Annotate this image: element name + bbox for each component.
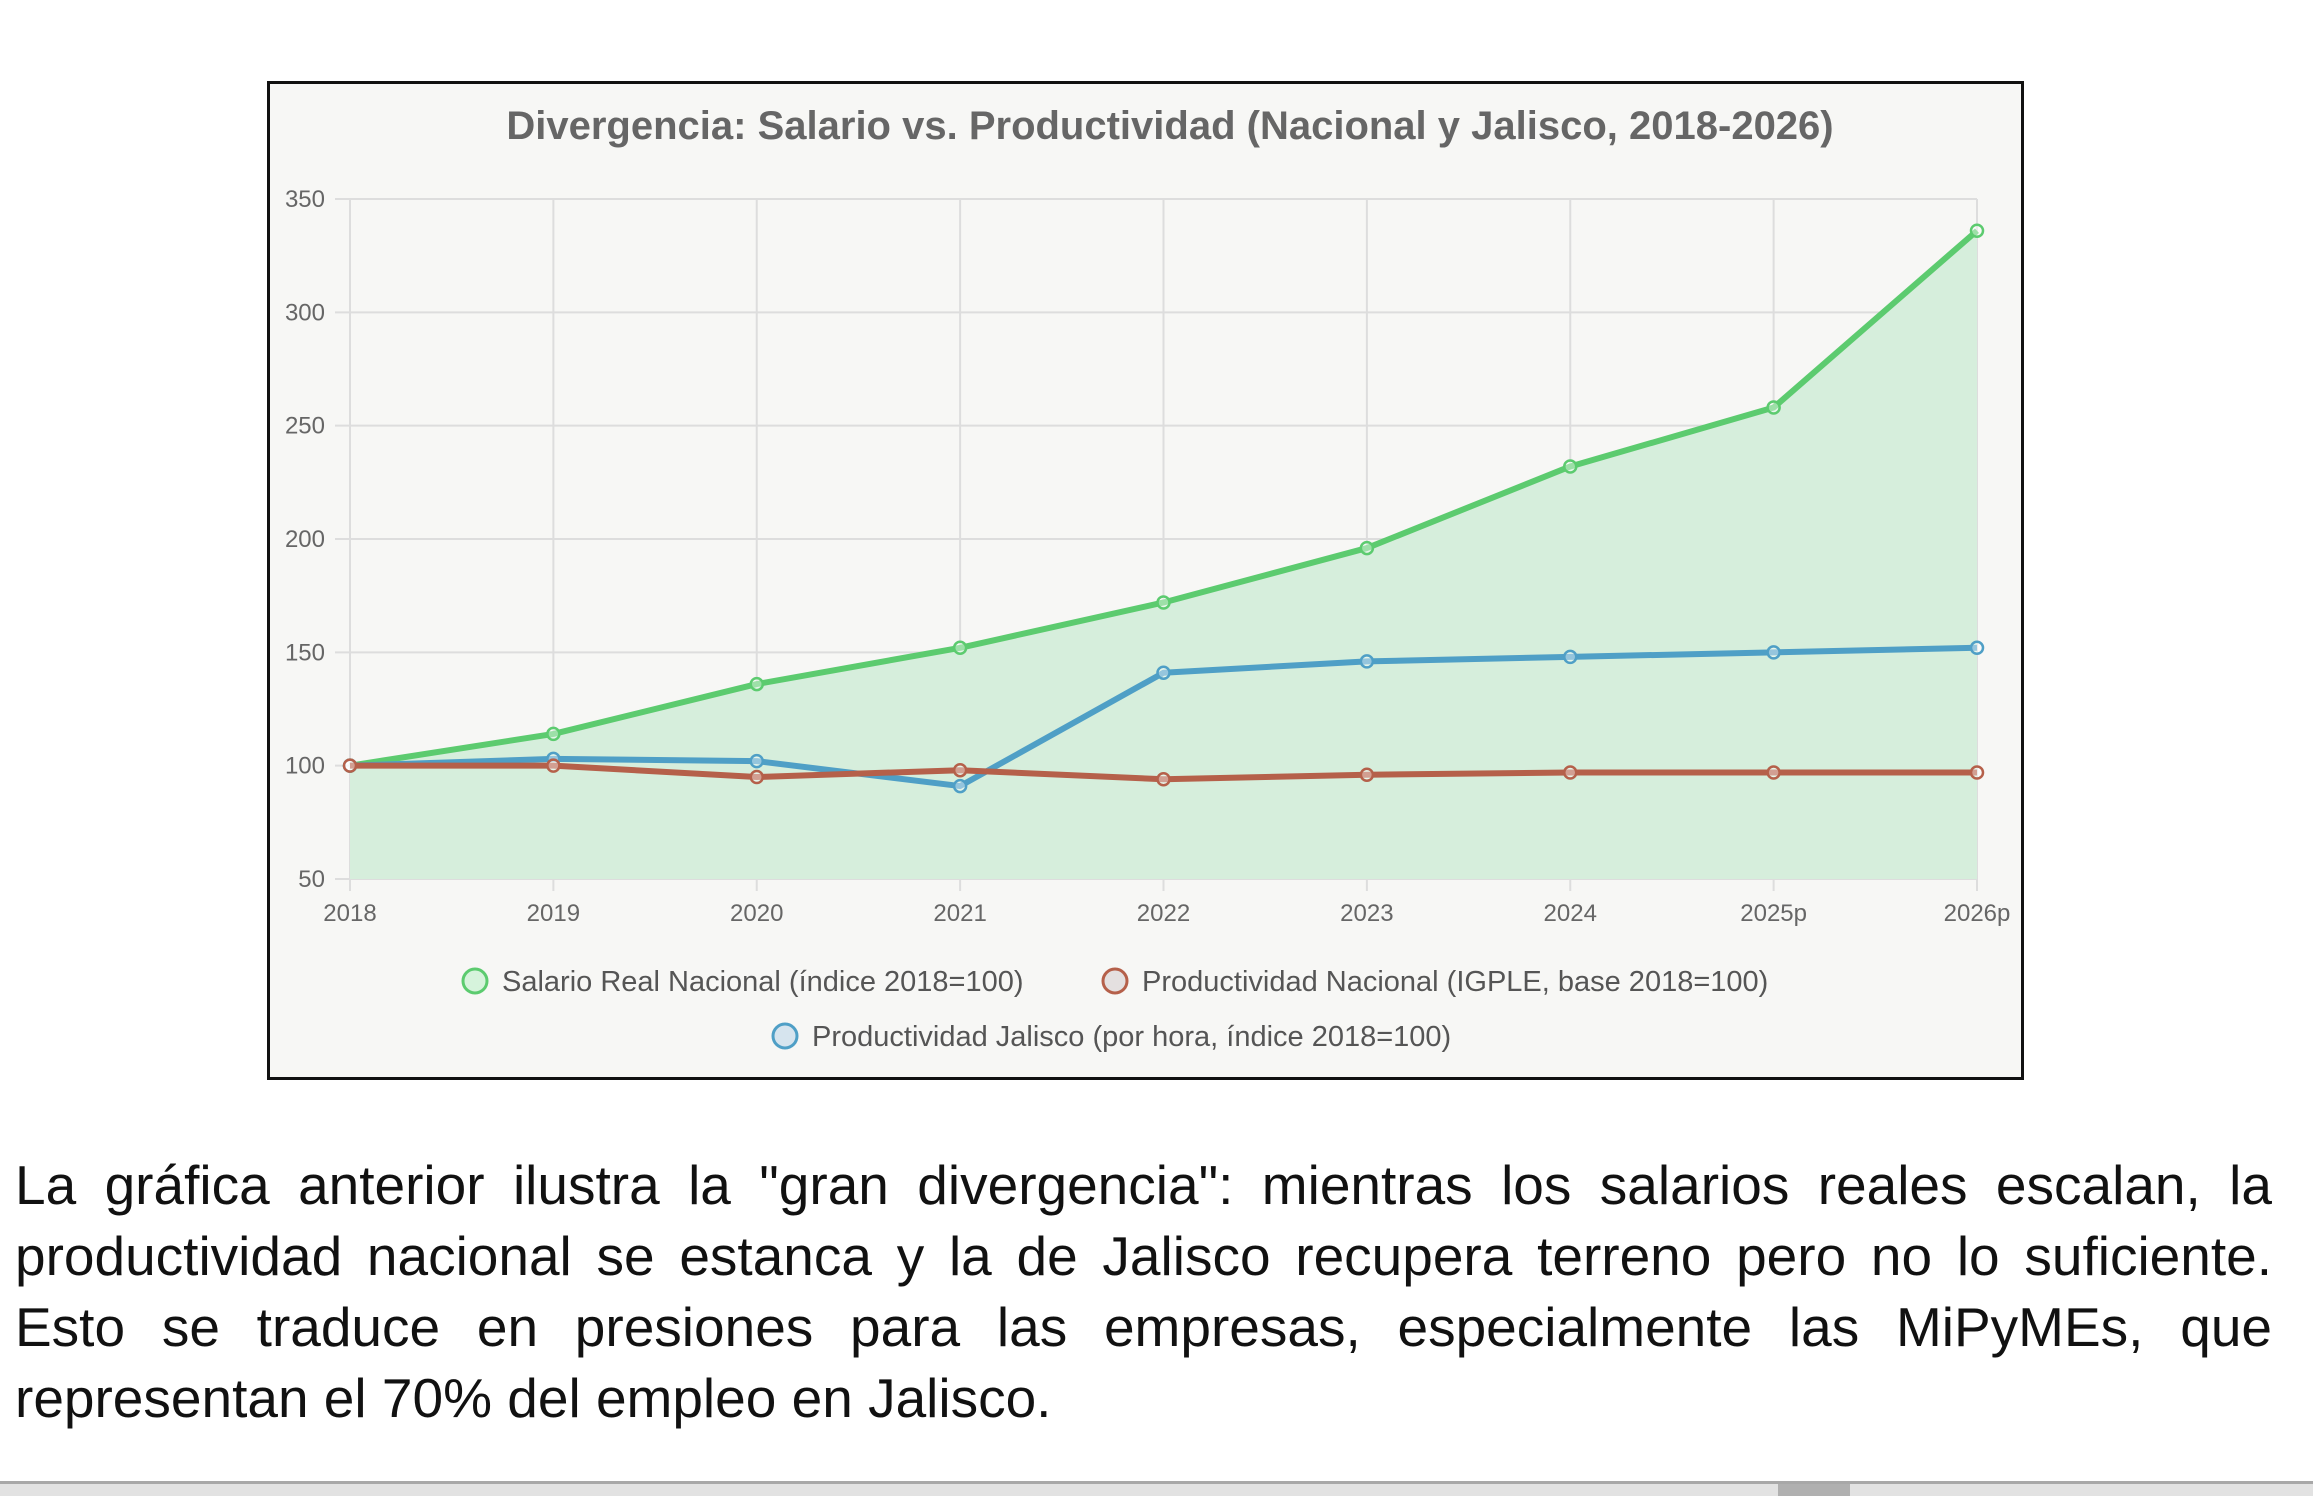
legend-label-2: Productividad Jalisco (por hora, índice … bbox=[812, 1021, 1451, 1053]
x-tick-label: 2023 bbox=[1340, 900, 1393, 927]
y-tick-label: 200 bbox=[285, 526, 325, 553]
y-tick-label: 250 bbox=[285, 413, 325, 440]
data-point bbox=[1563, 459, 1578, 474]
series-line-0 bbox=[349, 228, 1979, 769]
data-point bbox=[952, 762, 968, 778]
x-tick-label: 2026p bbox=[1944, 900, 2011, 927]
data-point bbox=[1766, 645, 1781, 660]
data-point bbox=[1766, 765, 1781, 780]
data-point bbox=[1359, 540, 1375, 556]
data-point bbox=[342, 758, 358, 773]
chart-container: Divergencia: Salario vs. Productividad (… bbox=[267, 81, 2024, 1080]
x-tick-label: 2022 bbox=[1137, 900, 1190, 927]
data-point bbox=[749, 769, 764, 785]
x-tick-label: 2024 bbox=[1544, 900, 1597, 927]
series-line-2 bbox=[349, 644, 1978, 790]
legend-label-1: Productividad Nacional (IGPLE, base 2018… bbox=[1142, 966, 1768, 998]
data-point bbox=[546, 726, 561, 742]
series-line-1 bbox=[350, 762, 1977, 783]
data-point bbox=[1563, 765, 1578, 780]
x-tick-label: 2025p bbox=[1740, 900, 1807, 927]
data-point bbox=[1969, 223, 1985, 238]
description-paragraph: La gráfica anterior ilustra la "gran div… bbox=[15, 1154, 2272, 1429]
data-point bbox=[1156, 665, 1171, 680]
data-point bbox=[1969, 765, 1985, 780]
horizontal-scrollbar[interactable] bbox=[0, 1481, 2313, 1496]
legend-marker-1 bbox=[1101, 967, 1129, 995]
data-point bbox=[1156, 595, 1171, 610]
data-point bbox=[1359, 767, 1375, 782]
y-tick-label: 350 bbox=[285, 186, 325, 213]
chart-title: Divergencia: Salario vs. Productividad (… bbox=[506, 104, 1833, 148]
x-tick-label: 2019 bbox=[527, 900, 580, 927]
data-point bbox=[952, 778, 968, 794]
data-point bbox=[749, 676, 764, 692]
data-point bbox=[1969, 640, 1985, 656]
legend-marker-0 bbox=[461, 967, 489, 995]
scrollbar-thumb[interactable] bbox=[1778, 1484, 1850, 1496]
y-tick-label: 300 bbox=[285, 299, 325, 326]
data-point bbox=[952, 640, 968, 656]
x-tick-label: 2020 bbox=[730, 900, 783, 927]
salario-area-fill bbox=[350, 230, 1977, 879]
data-point bbox=[1766, 400, 1781, 415]
data-point bbox=[1563, 649, 1578, 665]
data-point bbox=[546, 758, 561, 773]
x-tick-label: 2021 bbox=[933, 900, 986, 927]
data-point bbox=[1156, 772, 1171, 787]
y-tick-label: 50 bbox=[298, 866, 325, 893]
y-tick-label: 150 bbox=[285, 639, 325, 666]
x-tick-label: 2018 bbox=[323, 900, 376, 927]
data-point bbox=[1359, 654, 1375, 669]
data-point bbox=[749, 753, 764, 769]
y-tick-label: 100 bbox=[285, 753, 325, 780]
line-chart: Divergencia: Salario vs. Productividad (… bbox=[285, 104, 2011, 1053]
legend-marker-2 bbox=[771, 1022, 799, 1050]
legend-label-0: Salario Real Nacional (índice 2018=100) bbox=[502, 966, 1024, 998]
